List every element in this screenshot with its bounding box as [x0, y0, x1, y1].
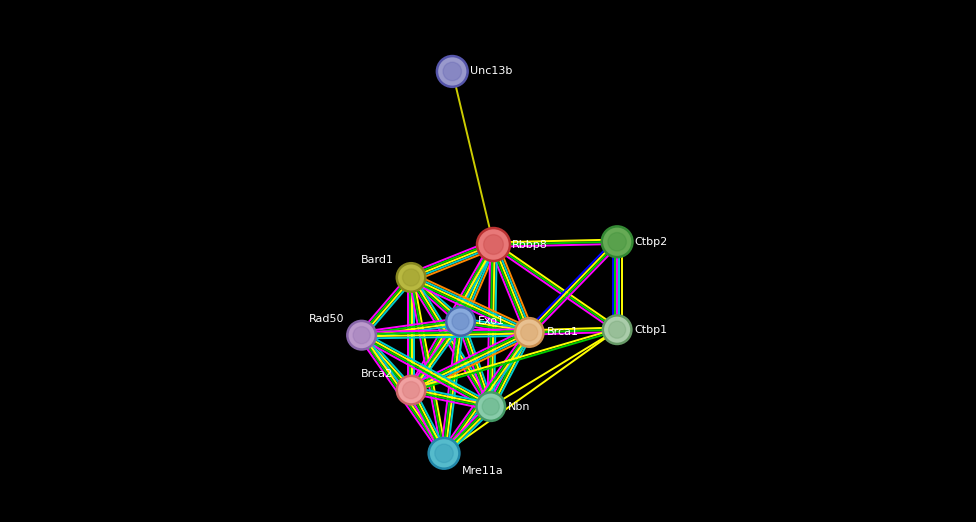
Circle shape — [602, 227, 632, 257]
Circle shape — [397, 263, 426, 292]
Circle shape — [483, 234, 504, 254]
Circle shape — [347, 321, 376, 349]
Circle shape — [609, 321, 626, 338]
Circle shape — [446, 307, 474, 336]
Text: Brca1: Brca1 — [548, 327, 580, 337]
Circle shape — [437, 56, 468, 87]
Text: Rad50: Rad50 — [308, 314, 344, 324]
Circle shape — [608, 232, 627, 251]
Circle shape — [477, 228, 510, 261]
Circle shape — [443, 62, 462, 81]
Circle shape — [353, 327, 370, 344]
Circle shape — [435, 444, 453, 462]
Circle shape — [428, 438, 460, 469]
Circle shape — [482, 398, 500, 415]
Circle shape — [397, 376, 426, 405]
Text: Ctbp1: Ctbp1 — [634, 325, 668, 335]
Text: Nbn: Nbn — [508, 401, 531, 412]
Text: Bard1: Bard1 — [360, 255, 393, 265]
Text: Exo1: Exo1 — [478, 316, 506, 326]
Text: Unc13b: Unc13b — [469, 66, 512, 76]
Text: Brca2: Brca2 — [361, 369, 393, 378]
Text: Mre11a: Mre11a — [462, 466, 504, 476]
Circle shape — [603, 315, 631, 344]
Circle shape — [515, 318, 544, 347]
Text: Ctbp2: Ctbp2 — [634, 237, 668, 247]
Circle shape — [520, 324, 538, 341]
Circle shape — [452, 313, 469, 330]
Circle shape — [402, 269, 420, 286]
Circle shape — [476, 393, 505, 421]
Text: Rbbp8: Rbbp8 — [511, 240, 548, 250]
Circle shape — [402, 382, 420, 399]
